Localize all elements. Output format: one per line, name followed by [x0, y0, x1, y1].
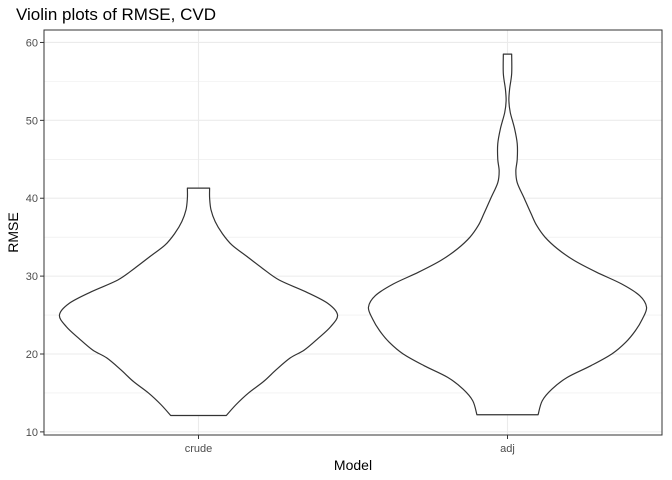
y-tick-label: 10 [26, 427, 38, 439]
violin-crude [58, 187, 339, 417]
y-tick-label: 50 [26, 115, 38, 127]
y-tick-label: 20 [26, 349, 38, 361]
chart-title: Violin plots of RMSE, CVD [16, 5, 216, 24]
violin-adj [367, 53, 648, 416]
y-axis-title: RMSE [5, 212, 21, 252]
y-tick-label: 40 [26, 193, 38, 205]
x-axis-title: Model [334, 457, 372, 473]
x-tick-label-crude: crude [185, 443, 213, 455]
y-tick-label: 30 [26, 271, 38, 283]
panel-border [43, 29, 663, 436]
y-axis: 10 20 30 40 50 60 [26, 37, 44, 439]
x-tick-label-adj: adj [500, 443, 515, 455]
x-axis: crude adj [185, 435, 515, 455]
violins [58, 53, 648, 417]
y-tick-label: 60 [26, 37, 38, 49]
